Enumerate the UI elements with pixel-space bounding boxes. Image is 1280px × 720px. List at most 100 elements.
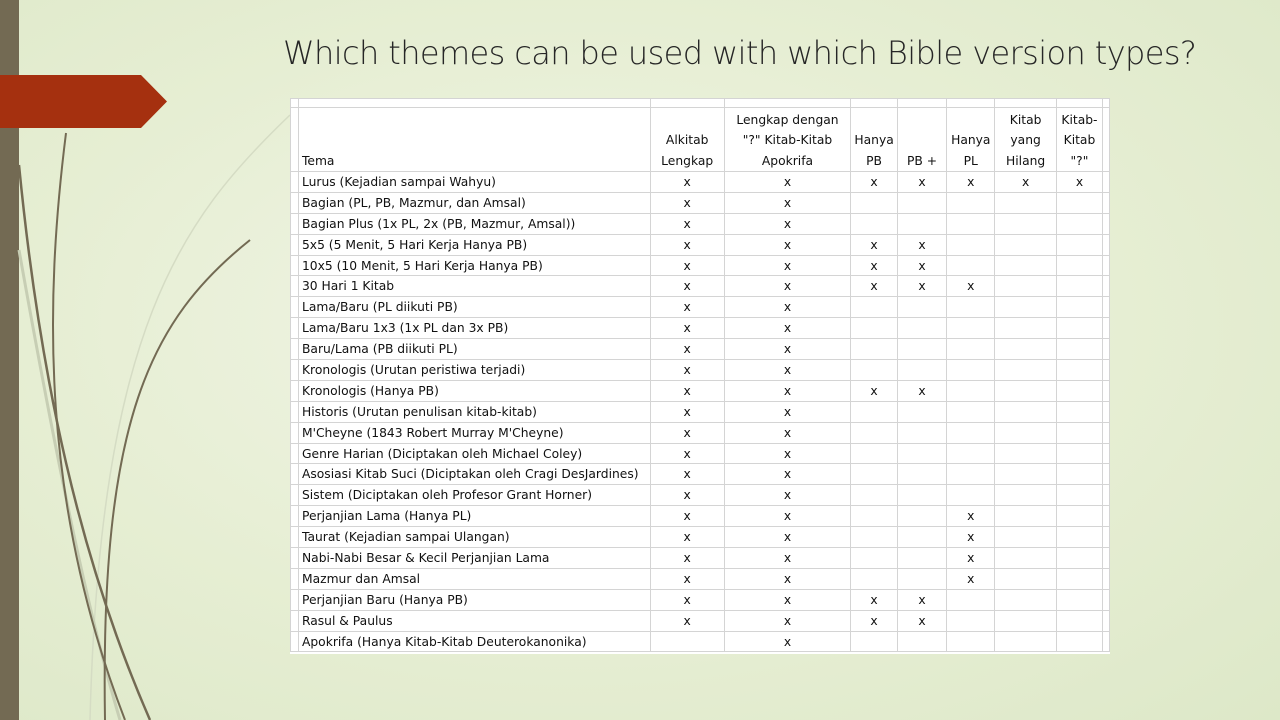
mark-cell: x xyxy=(723,588,852,611)
mark-cell: x xyxy=(649,609,725,632)
empty-cell xyxy=(290,338,299,361)
mark-cell: x xyxy=(649,505,725,528)
mark-cell xyxy=(1055,484,1103,507)
table-row: Taurat (Kejadian sampai Ulangan) x x x xyxy=(290,526,1111,549)
mark-cell xyxy=(994,191,1057,214)
mark-cell: x xyxy=(850,379,898,402)
mark-cell: x xyxy=(850,588,898,611)
mark-cell: x xyxy=(946,275,996,298)
empty-cell xyxy=(1101,609,1111,632)
mark-cell: x xyxy=(723,463,852,486)
empty-cell xyxy=(1101,171,1111,193)
mark-cell xyxy=(850,359,898,381)
mark-cell: x xyxy=(649,296,725,319)
theme-name-cell: Perjanjian Lama (Hanya PL) xyxy=(297,505,651,528)
mark-cell xyxy=(896,567,948,590)
mark-cell: x xyxy=(850,171,898,193)
mark-cell xyxy=(946,296,996,319)
mark-cell: x xyxy=(723,233,852,256)
empty-cell xyxy=(290,630,299,653)
empty-cell xyxy=(290,317,299,340)
mark-cell: x xyxy=(649,212,725,235)
theme-name-cell: Kronologis (Urutan peristiwa terjadi) xyxy=(297,359,651,381)
mark-cell: x xyxy=(649,526,725,549)
theme-name-cell: Perjanjian Baru (Hanya PB) xyxy=(297,588,651,611)
empty-cell xyxy=(1055,98,1103,108)
mark-cell xyxy=(896,547,948,569)
mark-cell xyxy=(994,526,1057,549)
theme-name-cell: Rasul & Paulus xyxy=(297,609,651,632)
column-header: Hanya PB xyxy=(850,107,898,172)
empty-cell xyxy=(1101,526,1111,549)
mark-cell xyxy=(850,400,898,423)
mark-cell: x xyxy=(896,254,948,277)
mark-cell: x xyxy=(723,359,852,381)
mark-cell: x xyxy=(723,338,852,361)
empty-cell xyxy=(850,98,898,108)
empty-cell xyxy=(1101,275,1111,298)
mark-cell xyxy=(1055,505,1103,528)
mark-cell xyxy=(850,526,898,549)
mark-cell xyxy=(946,484,996,507)
mark-cell xyxy=(946,191,996,214)
mark-cell: x xyxy=(896,275,948,298)
mark-cell xyxy=(649,630,725,653)
mark-cell: x xyxy=(723,526,852,549)
table-row: Baru/Lama (PB diikuti PL) x x xyxy=(290,338,1111,361)
theme-name-cell: Lurus (Kejadian sampai Wahyu) xyxy=(297,171,651,193)
empty-cell xyxy=(723,98,852,108)
mark-cell xyxy=(896,526,948,549)
table-row: Bagian Plus (1x PL, 2x (PB, Mazmur, Amsa… xyxy=(290,212,1111,235)
mark-cell xyxy=(1055,630,1103,653)
theme-name-cell: Sistem (Diciptakan oleh Profesor Grant H… xyxy=(297,484,651,507)
empty-cell xyxy=(1101,379,1111,402)
mark-cell xyxy=(896,296,948,319)
column-header: PB + xyxy=(896,107,948,172)
table-row: Lama/Baru 1x3 (1x PL dan 3x PB) x x xyxy=(290,317,1111,340)
empty-cell xyxy=(946,98,996,108)
decorative-swirls xyxy=(17,114,291,720)
empty-cell xyxy=(290,567,299,590)
mark-cell xyxy=(850,191,898,214)
mark-cell: x xyxy=(649,359,725,381)
empty-cell xyxy=(1101,484,1111,507)
mark-cell xyxy=(994,338,1057,361)
mark-cell xyxy=(896,442,948,465)
empty-cell xyxy=(290,254,299,277)
table-row: Genre Harian (Diciptakan oleh Michael Co… xyxy=(290,442,1111,465)
mark-cell xyxy=(1055,338,1103,361)
mark-cell xyxy=(994,630,1057,653)
table-row: Kronologis (Urutan peristiwa terjadi) x x xyxy=(290,359,1111,381)
table-row: Bagian (PL, PB, Mazmur, dan Amsal) x x xyxy=(290,191,1111,214)
mark-cell xyxy=(946,317,996,340)
mark-cell xyxy=(896,463,948,486)
empty-cell xyxy=(290,191,299,214)
mark-cell xyxy=(946,463,996,486)
empty-cell xyxy=(1101,547,1111,569)
empty-cell xyxy=(1101,317,1111,340)
table-row: Lurus (Kejadian sampai Wahyu) x x x x x x x xyxy=(290,171,1111,193)
mark-cell xyxy=(1055,233,1103,256)
theme-name-cell: M'Cheyne (1843 Robert Murray M'Cheyne) xyxy=(297,421,651,444)
table-row: Apokrifa (Hanya Kitab-Kitab Deuterokanon… xyxy=(290,630,1111,653)
mark-cell xyxy=(994,296,1057,319)
mark-cell: x xyxy=(649,233,725,256)
mark-cell: x xyxy=(896,233,948,256)
mark-cell xyxy=(946,609,996,632)
mark-cell xyxy=(1055,296,1103,319)
mark-cell xyxy=(946,212,996,235)
mark-cell xyxy=(1055,379,1103,402)
mark-cell xyxy=(1055,400,1103,423)
mark-cell xyxy=(896,212,948,235)
mark-cell: x xyxy=(946,171,996,193)
table-row: Historis (Urutan penulisan kitab-kitab) x… xyxy=(290,400,1111,423)
table-row: Mazmur dan Amsal x x x xyxy=(290,567,1111,590)
table-row: Asosiasi Kitab Suci (Diciptakan oleh Cra… xyxy=(290,463,1111,486)
mark-cell xyxy=(994,379,1057,402)
mark-cell: x xyxy=(946,547,996,569)
mark-cell: x xyxy=(850,275,898,298)
empty-cell xyxy=(1101,296,1111,319)
mark-cell: x xyxy=(723,567,852,590)
empty-cell xyxy=(1101,233,1111,256)
empty-cell xyxy=(290,484,299,507)
